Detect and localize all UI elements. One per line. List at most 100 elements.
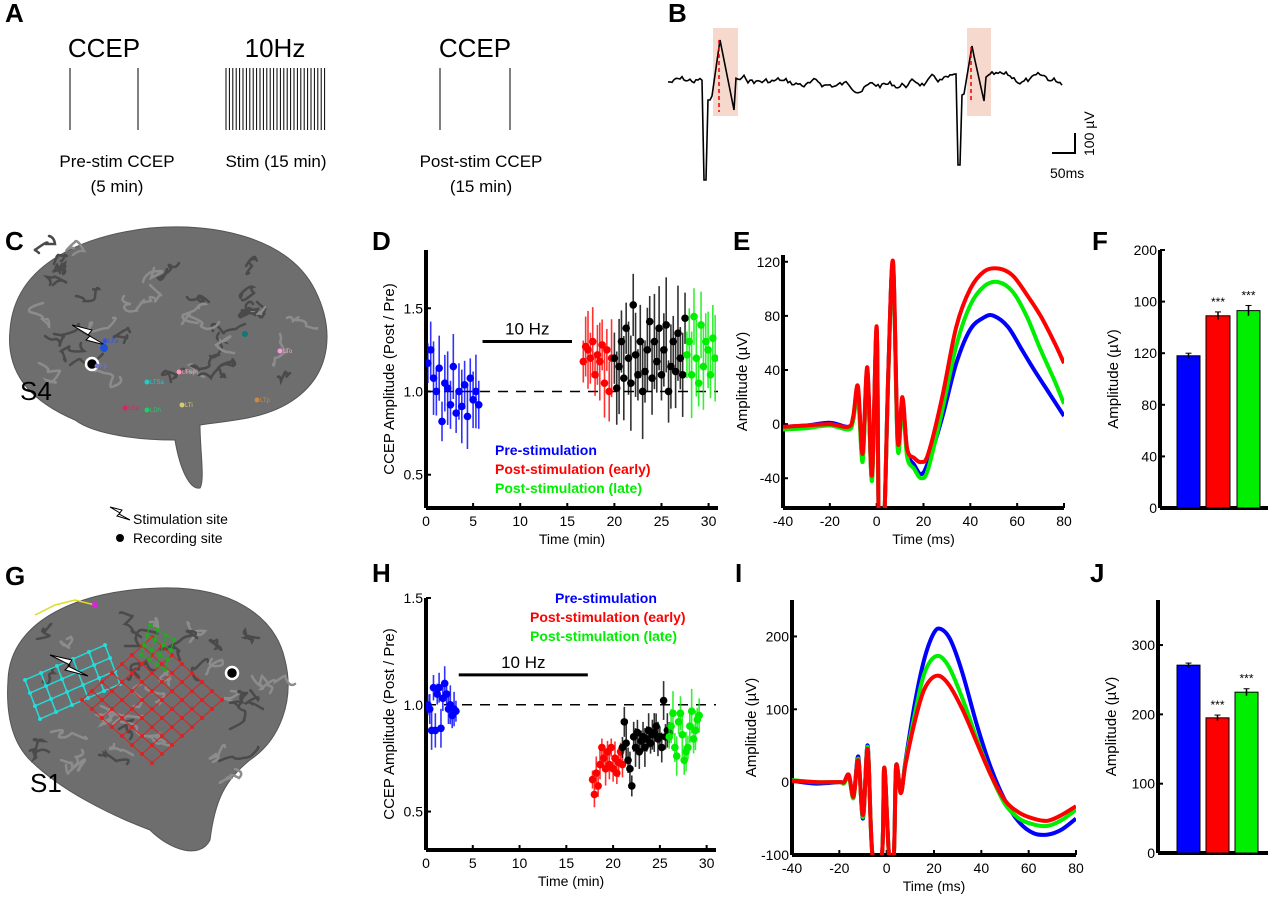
grid-wire xyxy=(171,672,183,683)
grid-electrode xyxy=(164,633,168,637)
gyrus xyxy=(184,363,206,379)
legend-entry: Pre-stimulation xyxy=(495,442,597,458)
grid-electrode xyxy=(166,658,170,662)
grid-electrode xyxy=(180,734,184,738)
grid-wire xyxy=(181,726,193,737)
gyrus xyxy=(170,629,199,647)
series-0 xyxy=(426,666,460,750)
grid-wire xyxy=(93,664,100,679)
grid-wire xyxy=(141,672,153,683)
electrode xyxy=(254,397,260,403)
electrode xyxy=(144,379,150,385)
brain-image xyxy=(9,226,328,489)
data-point xyxy=(633,728,642,737)
grid-wire xyxy=(45,685,52,700)
grid-electrode xyxy=(150,707,154,711)
gyrus xyxy=(49,729,89,740)
gyrus xyxy=(59,748,85,769)
data-point xyxy=(629,301,638,309)
grid-wire xyxy=(111,708,123,719)
grid-wire xyxy=(151,744,163,755)
grid-wire xyxy=(151,699,163,710)
charts: D 0.5 1.0 1.5 0 5 10 15 20 25 30 Time (min) CCEP Amp… xyxy=(372,226,1268,894)
stim-bar-label: 10 Hz xyxy=(505,320,549,339)
grid-wire xyxy=(151,753,163,764)
x-tick-label: 0 xyxy=(422,855,430,871)
stim-title: 10Hz xyxy=(245,33,306,63)
gyrus xyxy=(208,638,223,652)
grid-wire xyxy=(191,690,203,701)
grid-wire xyxy=(161,744,173,755)
grid-electrode xyxy=(38,717,42,721)
grid-wire xyxy=(131,726,143,737)
grid-wire xyxy=(29,685,47,694)
data-point xyxy=(446,401,455,409)
grid-electrode xyxy=(130,671,134,675)
panel-label-e: E xyxy=(733,226,750,256)
grid-wire xyxy=(161,699,173,710)
data-point xyxy=(426,346,435,354)
electrode xyxy=(242,331,248,337)
data-point xyxy=(620,718,629,726)
grid-wire xyxy=(103,683,121,692)
data-point xyxy=(429,683,438,692)
dot-icon xyxy=(116,534,124,542)
grid-wire xyxy=(141,681,153,692)
data-point xyxy=(681,314,689,323)
electrode-label: LDh xyxy=(150,408,161,414)
grid-wire xyxy=(40,672,47,687)
grid-electrode xyxy=(97,676,101,680)
data-point xyxy=(694,379,703,387)
data-point xyxy=(432,387,441,396)
grid-wire xyxy=(171,735,183,746)
panel-j: J 0 100 200 300 Amplitude (µV) *** *** xyxy=(1090,558,1268,861)
grid-wire xyxy=(171,663,183,674)
lines xyxy=(783,258,1064,508)
grid-wire xyxy=(39,711,57,720)
grid-wire xyxy=(45,678,63,687)
grid-electrode xyxy=(28,691,32,695)
data-point xyxy=(592,769,601,777)
gyrus xyxy=(52,253,69,266)
post-caption: Post-stim CCEP xyxy=(420,152,543,171)
significance-label: *** xyxy=(1239,672,1253,686)
gyrus xyxy=(244,689,265,711)
grid-wire xyxy=(191,672,203,683)
data-point xyxy=(455,387,463,396)
x-tick-label: -20 xyxy=(820,513,840,529)
data-point xyxy=(626,765,634,773)
gyrus xyxy=(97,711,118,728)
grid-wire xyxy=(131,672,143,683)
panel-label-h: H xyxy=(372,558,391,588)
electrode xyxy=(144,407,150,413)
grid-electrode xyxy=(160,662,164,666)
strip-electrode xyxy=(92,602,98,608)
grid-wire xyxy=(93,657,111,666)
grid-wire xyxy=(191,708,203,719)
grid-wire xyxy=(161,726,173,737)
bar xyxy=(1236,310,1261,509)
grid-wire xyxy=(121,672,133,683)
grid-wire xyxy=(81,699,93,710)
grid-electrode xyxy=(180,716,184,720)
post-ccep-title: CCEP xyxy=(439,33,511,63)
grid-electrode xyxy=(140,662,144,666)
gyrus xyxy=(218,767,243,785)
grid-electrode xyxy=(190,671,194,675)
grid-wire xyxy=(121,663,133,674)
electrode-label: Fp xyxy=(100,364,108,370)
gyrus xyxy=(240,627,261,646)
grid-electrode xyxy=(110,689,114,693)
gyrus xyxy=(204,657,225,676)
grid-electrode xyxy=(169,648,173,652)
panel-h: H 0.5 1.0 1.5 0 5 10 15 20 25 30 Time (min) CCEP Amp… xyxy=(372,558,716,889)
grid-wire xyxy=(88,644,106,653)
gyrus xyxy=(240,300,260,315)
y-tick-label: 120 xyxy=(757,254,781,270)
grid-wire xyxy=(24,679,31,694)
pre-ccep-title: CCEP xyxy=(68,33,140,63)
grid-wire xyxy=(181,681,193,692)
grid-wire xyxy=(111,672,123,683)
gyrus xyxy=(250,673,274,695)
brain-image xyxy=(7,587,289,852)
